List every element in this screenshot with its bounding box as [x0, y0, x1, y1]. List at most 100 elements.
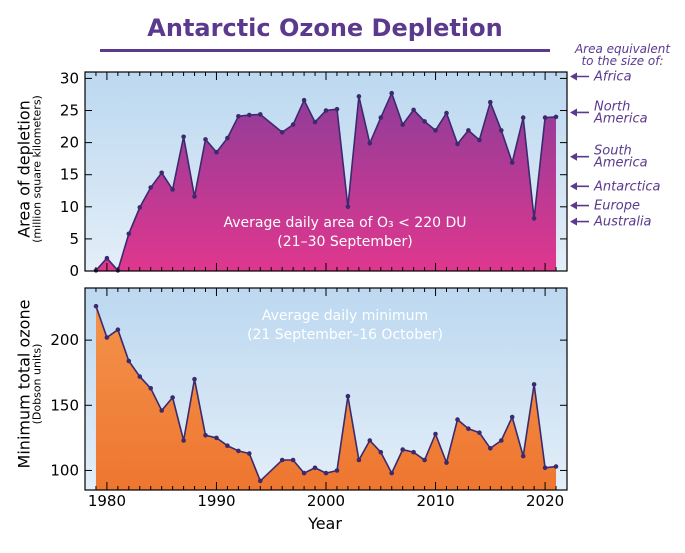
top-data-point-2013 — [466, 128, 471, 133]
bottom-data-point-2011 — [444, 460, 449, 465]
top-y-tick-label-0: 0 — [69, 262, 79, 280]
top-data-point-1985 — [159, 170, 164, 176]
x-axis-label: Year — [308, 514, 342, 533]
top-data-point-1983 — [137, 205, 143, 210]
bottom-data-point-1981 — [115, 327, 121, 333]
top-series-line — [95, 91, 557, 272]
top-data-point-2020 — [542, 115, 548, 120]
top-data-point-2004 — [367, 141, 373, 146]
equivalent-label-5-0: Australia — [593, 215, 652, 230]
bottom-data-point-1993 — [247, 451, 252, 456]
top-data-point-2019 — [531, 216, 537, 221]
bottom-y-tick-label-100: 100 — [50, 461, 79, 479]
top-y-tick-label-5: 5 — [69, 230, 79, 248]
bottom-data-point-1998 — [301, 470, 307, 476]
x-tick-label-2020: 2020 — [526, 492, 564, 510]
title-rule — [100, 49, 550, 52]
top-data-point-2014 — [477, 137, 482, 143]
top-data-point-1994 — [258, 112, 263, 117]
top-data-point-2007 — [400, 122, 406, 127]
top-data-point-1991 — [225, 135, 230, 141]
top-data-point-2016 — [499, 128, 504, 133]
top-y-tick-label-20: 20 — [60, 134, 79, 152]
bottom-data-point-2018 — [520, 453, 526, 459]
bottom-data-point-1992 — [236, 448, 241, 454]
bottom-area-fill — [95, 306, 557, 490]
top-data-point-1997 — [290, 122, 296, 127]
equivalent-label-1-1: America — [593, 111, 648, 126]
top-data-point-2021 — [553, 114, 559, 120]
top-data-point-1986 — [170, 187, 175, 192]
equivalent-label-2-0: South — [594, 144, 632, 159]
top-data-point-2002 — [345, 204, 351, 210]
bottom-data-point-2021 — [553, 464, 559, 469]
equivalent-arrowhead-5 — [570, 217, 577, 226]
bottom-series-line — [95, 305, 557, 483]
top-data-point-2006 — [389, 90, 395, 96]
bottom-data-point-2017 — [509, 414, 515, 420]
top-data-point-2015 — [488, 99, 493, 105]
bottom-data-point-2020 — [542, 465, 548, 471]
bottom-data-point-2016 — [499, 438, 504, 443]
bottom-data-point-1980 — [104, 335, 110, 340]
equivalent-arrowhead-0 — [570, 72, 577, 81]
top-y-tick-label-10: 10 — [60, 198, 79, 216]
equivalent-label-4-0: Europe — [594, 199, 640, 214]
bottom-data-point-1979 — [93, 303, 99, 309]
equivalent-label-1-0: North — [594, 99, 630, 114]
bottom-data-point-1983 — [137, 374, 143, 379]
bottom-data-point-2001 — [334, 468, 340, 473]
bottom-data-point-1996 — [279, 457, 285, 463]
equivalent-arrowhead-4 — [570, 201, 577, 210]
bottom-data-point-2008 — [411, 449, 416, 455]
chart-title: Antarctic Ozone Depletion — [147, 14, 503, 42]
x-tick-label-2000: 2000 — [307, 492, 345, 510]
top-data-point-1996 — [279, 130, 285, 135]
bottom-data-point-1986 — [170, 395, 175, 400]
area-equivalent-title-line1: Area equivalent — [574, 42, 671, 56]
top-data-point-2011 — [444, 110, 449, 116]
top-data-point-2010 — [433, 128, 438, 133]
top-data-point-1990 — [214, 149, 219, 155]
top-annotation-line-1: Average daily area of O₃ < 220 DU — [224, 215, 467, 231]
bottom-data-point-1990 — [214, 435, 219, 441]
top-data-point-2005 — [378, 115, 384, 120]
top-y-tick-label-25: 25 — [60, 102, 79, 120]
bottom-data-point-2019 — [531, 382, 537, 387]
bottom-data-point-2015 — [488, 446, 493, 451]
bottom-data-point-1987 — [181, 438, 186, 443]
bottom-data-point-1999 — [312, 465, 318, 471]
bottom-data-point-2002 — [345, 393, 351, 399]
equivalent-label-2-1: America — [593, 156, 648, 171]
top-data-point-2000 — [323, 108, 329, 113]
equivalent-label-0-0: Africa — [593, 69, 632, 84]
top-data-point-2003 — [356, 94, 362, 99]
top-data-point-2012 — [455, 141, 460, 147]
top-data-point-2009 — [422, 119, 427, 124]
top-data-point-1988 — [192, 194, 197, 199]
bottom-annotation-line-1: Average daily minimum — [262, 308, 428, 324]
top-data-point-2018 — [520, 115, 526, 120]
bottom-data-point-2009 — [422, 457, 427, 463]
bottom-data-point-1988 — [192, 376, 197, 382]
top-annotation-line-2: (21–30 September) — [277, 234, 412, 250]
top-data-point-2017 — [509, 160, 515, 165]
equivalent-label-3-0: Antarctica — [593, 179, 661, 194]
bottom-data-point-1994 — [258, 478, 263, 484]
bottom-data-point-2010 — [433, 431, 438, 437]
bottom-data-point-2003 — [356, 457, 362, 463]
bottom-data-point-1984 — [148, 386, 153, 391]
bottom-data-point-2013 — [466, 426, 471, 432]
bottom-annotation-line-2: (21 September–16 October) — [247, 327, 443, 343]
x-tick-label-2010: 2010 — [416, 492, 454, 510]
top-data-point-1987 — [181, 134, 186, 140]
bottom-data-point-2007 — [400, 447, 406, 452]
equivalent-arrowhead-2 — [570, 152, 577, 161]
top-data-point-1984 — [148, 185, 153, 190]
bottom-data-point-1997 — [290, 457, 296, 463]
x-tick-label-1980: 1980 — [88, 492, 126, 510]
x-tick-label-1990: 1990 — [197, 492, 235, 510]
bottom-data-point-2014 — [477, 430, 482, 436]
top-data-point-1982 — [126, 231, 132, 237]
equivalent-arrowhead-3 — [570, 182, 577, 191]
